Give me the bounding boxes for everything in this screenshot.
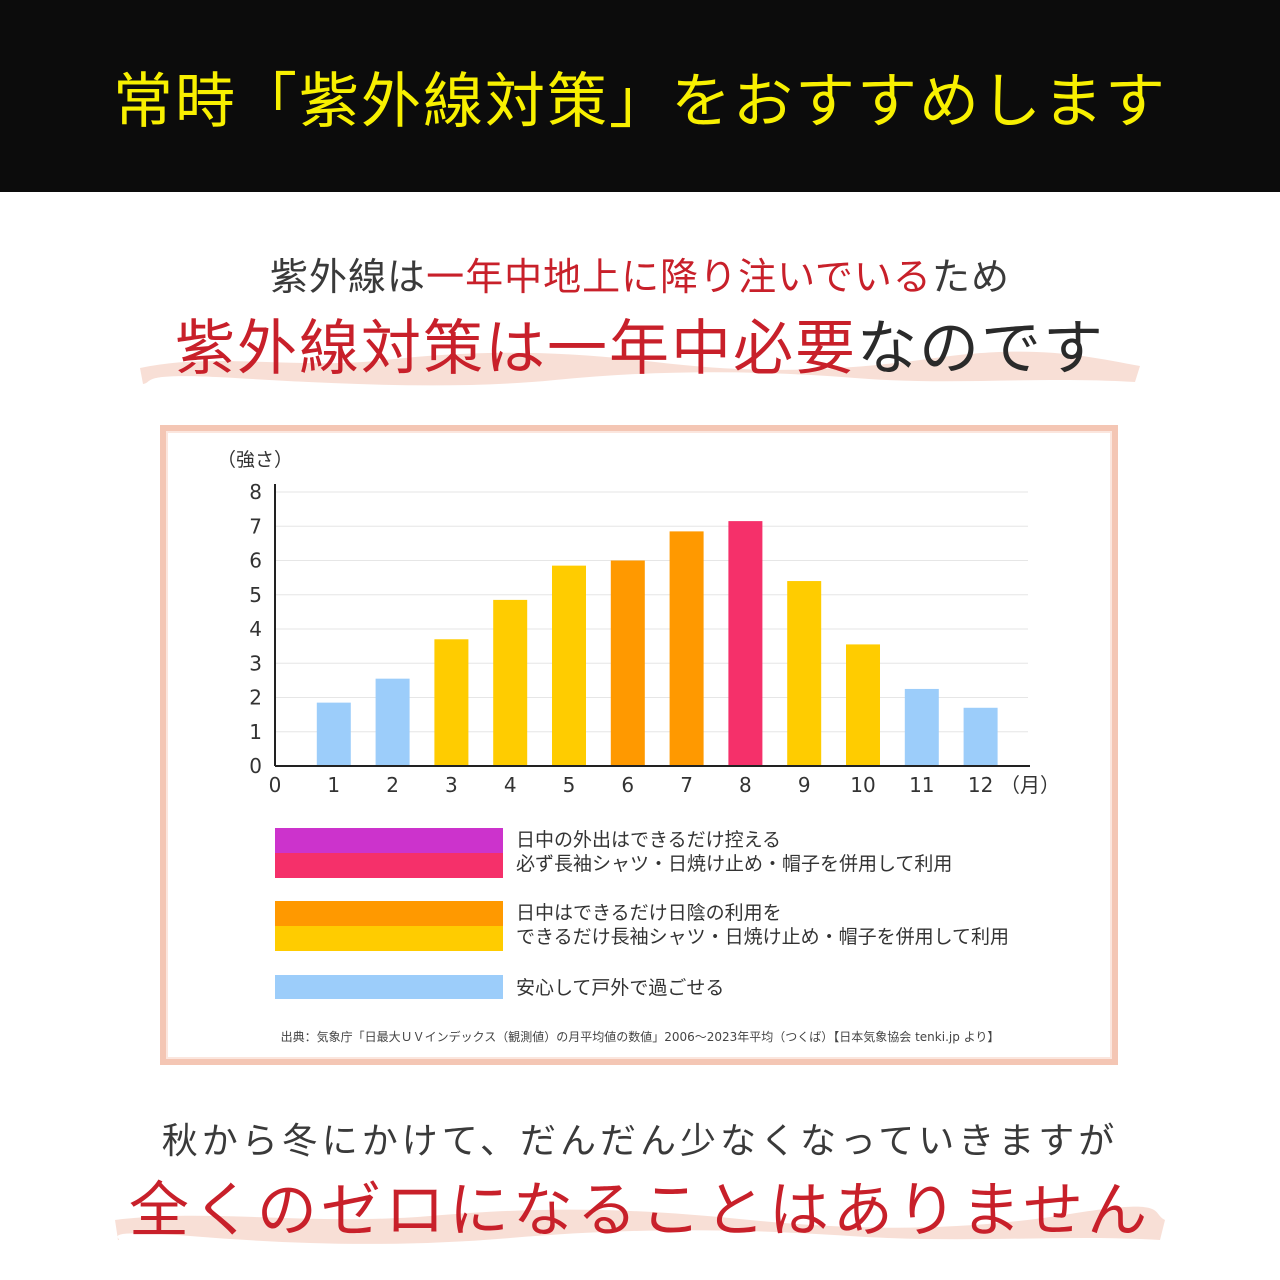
legend-text: 安心して戸外で過ごせる — [516, 976, 724, 1000]
bar — [552, 565, 586, 766]
bar — [728, 521, 763, 766]
chart-source: 出典：気象庁「日最大ＵＶインデックス（観測値）の月平均値の数値」2006～202… — [280, 1030, 1000, 1044]
bar — [669, 531, 704, 766]
x-tick-label: 9 — [798, 773, 811, 797]
brush-stroke-top — [140, 351, 1140, 386]
legend-text-line-1: 日中の外出はできるだけ控える — [516, 829, 782, 851]
legend-color-band — [275, 926, 503, 951]
x-tick-label: 3 — [445, 773, 458, 797]
x-tick-label: 7 — [680, 773, 693, 797]
bar — [434, 639, 469, 766]
intro-line-1-suffix: ため — [931, 255, 1010, 299]
intro-line-2-highlight: 紫外線対策は一年中必要 — [175, 314, 857, 384]
y-tick-label: 1 — [249, 720, 262, 744]
bar — [904, 688, 939, 766]
x-tick-label: 4 — [504, 773, 517, 797]
legend-color-band — [275, 975, 503, 999]
x-tick-label: 12 — [968, 773, 993, 797]
bars — [316, 521, 998, 766]
y-tick-label: 8 — [249, 480, 262, 504]
legend-text-line-2: できるだけ長袖シャツ・日焼け止め・帽子を併用して利用 — [516, 926, 1010, 948]
legend-text: 日中の外出はできるだけ控える 必ず長袖シャツ・日焼け止め・帽子を併用して利用 — [516, 828, 952, 876]
x-tick-label: 2 — [386, 773, 399, 797]
bar — [610, 560, 645, 766]
x-tick-label: 0 — [269, 773, 282, 797]
legend-text-line-2: 必ず長袖シャツ・日焼け止め・帽子を併用して利用 — [516, 853, 953, 875]
legend-text-line-1: 安心して戸外で過ごせる — [516, 977, 725, 999]
y-tick-label: 7 — [249, 514, 262, 538]
x-tick-label: 10 — [850, 773, 875, 797]
x-tick-label: 1 — [327, 773, 340, 797]
intro-line-1-highlight: 一年中地上に降り注いでいる — [426, 255, 932, 299]
x-tick-label: 5 — [563, 773, 576, 797]
header-banner: 常時「紫外線対策」をおすすめします — [0, 0, 1280, 192]
legend-text: 日中はできるだけ日陰の利用を できるだけ長袖シャツ・日焼け止め・帽子を併用して利用 — [516, 901, 1009, 949]
intro-line-2-suffix: なのです — [857, 314, 1105, 384]
legend-color-band — [275, 853, 503, 878]
bar — [316, 702, 351, 766]
y-tick-label: 2 — [249, 686, 262, 710]
brush-stroke-bottom — [115, 1206, 1165, 1244]
y-tick-label: 3 — [249, 651, 262, 675]
header-title: 常時「紫外線対策」をおすすめします — [113, 66, 1167, 137]
legend-swatch — [275, 828, 503, 878]
bar — [787, 581, 822, 766]
intro-line-1-prefix: 紫外線は — [270, 255, 427, 299]
x-tick-label: 8 — [739, 773, 752, 797]
outro-line-1: 秋から冬にかけて、だんだん少なくなっていきますが — [161, 1121, 1119, 1162]
bar — [493, 599, 528, 766]
bar — [963, 707, 998, 766]
axes — [274, 484, 1030, 767]
intro-line-1: 紫外線は一年中地上に降り注いでいるため — [0, 246, 1280, 301]
outro-line-2: 全くのゼロになることはありません — [128, 1176, 1152, 1246]
bar — [375, 678, 410, 766]
bar — [846, 644, 880, 766]
x-tick-label: 6 — [621, 773, 634, 797]
y-axis-label: （強さ） — [217, 449, 293, 471]
legend-swatch — [275, 901, 503, 951]
legend-color-band — [275, 901, 503, 926]
legend-color-band — [275, 828, 503, 853]
intro-line-2: 紫外線対策は一年中必要なのです — [0, 300, 1280, 387]
x-tick-label: 11 — [909, 773, 934, 797]
y-tick-label: 0 — [249, 754, 262, 778]
y-tick-label: 4 — [249, 617, 262, 641]
y-tick-label: 6 — [249, 549, 262, 573]
legend-swatch — [275, 975, 503, 999]
y-tick-label: 5 — [249, 583, 262, 607]
legend-text-line-1: 日中はできるだけ日陰の利用を — [516, 902, 782, 924]
x-axis-unit: （月） — [1000, 773, 1060, 797]
